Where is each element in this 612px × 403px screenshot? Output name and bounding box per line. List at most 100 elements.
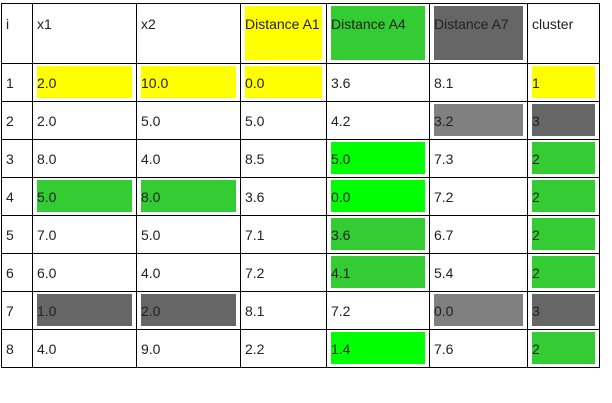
cell-fill: 2 [532, 218, 595, 250]
column-label: Distance A7 [434, 16, 509, 32]
table-cell: 3.2 [429, 101, 528, 140]
table-cell: 2.0 [136, 291, 241, 330]
column-label: x2 [141, 16, 156, 32]
cell-value: 2.2 [245, 341, 265, 357]
cell-value: 2.0 [141, 303, 161, 319]
cell-fill: 2 [532, 180, 595, 212]
cell-fill: 8.1 [434, 66, 523, 98]
cell-value: 0.0 [331, 189, 351, 205]
table-cell: 4 [1, 177, 33, 216]
table-cell: 3.6 [326, 215, 430, 254]
table-cell: 2.2 [240, 329, 327, 368]
table-cell: 7.6 [429, 329, 528, 368]
header-row: i x1 x2 Distance A1 Distance A4 Distance… [1, 3, 600, 64]
table-row: 6 6.0 4.0 7.2 4.1 5.4 2 [1, 253, 600, 292]
table-cell: 7.2 [240, 253, 327, 292]
table-cell: 3 [1, 139, 33, 178]
cell-fill: 5.0 [37, 180, 132, 212]
cell-value: 2.0 [37, 113, 57, 129]
cell-fill: 5.4 [434, 256, 523, 288]
cell-value: 4.0 [37, 341, 57, 357]
table-cell: 7.3 [429, 139, 528, 178]
cell-fill: 5.0 [141, 218, 236, 250]
cell-fill: 0.0 [331, 180, 425, 212]
table-cell: 1 [1, 63, 33, 102]
cell-value: 2 [532, 227, 540, 243]
cell-value: 1 [6, 75, 14, 91]
cell-value: 5.4 [434, 265, 454, 281]
table-cell: 5 [1, 215, 33, 254]
cell-value: 0.0 [434, 303, 454, 319]
cell-fill: 5 [6, 218, 30, 250]
column-label: cluster [532, 16, 574, 32]
cell-value: 7.2 [434, 189, 454, 205]
cell-fill: 4.0 [141, 142, 236, 174]
cell-fill: 6.7 [434, 218, 523, 250]
table-cell: 2.0 [32, 63, 137, 102]
cell-value: 0.0 [245, 75, 265, 91]
table-cell: 7.0 [32, 215, 137, 254]
cell-value: 7.6 [434, 341, 454, 357]
kmeans-distance-table: i x1 x2 Distance A1 Distance A4 Distance… [1, 3, 600, 368]
cell-value: 2 [532, 151, 540, 167]
cell-fill: 7.2 [245, 256, 322, 288]
cell-value: 7.0 [37, 227, 57, 243]
cell-fill: 7 [6, 294, 30, 326]
header-cell-fill: Distance A7 [434, 6, 523, 60]
cell-fill: 7.2 [331, 294, 425, 326]
header-cell: x2 [136, 3, 241, 64]
cell-value: 2 [532, 189, 540, 205]
cell-fill: 8.5 [245, 142, 322, 174]
cell-value: 8.1 [245, 303, 265, 319]
cell-fill: 7.3 [434, 142, 523, 174]
cell-fill: 5.0 [141, 104, 236, 136]
cell-value: 3 [532, 303, 540, 319]
column-label: x1 [37, 16, 52, 32]
cell-value: 1.4 [331, 341, 351, 357]
table-cell: 8.1 [429, 63, 528, 102]
header-cell-fill: Distance A4 [331, 6, 425, 60]
column-label: i [6, 16, 10, 32]
table-cell: 0.0 [326, 177, 430, 216]
cell-value: 5.0 [245, 113, 265, 129]
cell-fill: 3.2 [434, 104, 523, 136]
column-label: Distance A4 [331, 16, 406, 32]
table-cell: 2.0 [32, 101, 137, 140]
cell-value: 7 [6, 303, 14, 319]
cell-value: 7.1 [245, 227, 265, 243]
cell-value: 5.0 [37, 189, 57, 205]
cell-fill: 0.0 [434, 294, 523, 326]
cell-fill: 7.1 [245, 218, 322, 250]
table-cell: 6 [1, 253, 33, 292]
table-cell: 6.7 [429, 215, 528, 254]
cell-value: 7.3 [434, 151, 454, 167]
table-cell: 2 [527, 215, 600, 254]
cell-value: 4 [6, 189, 14, 205]
cell-fill: 4.2 [331, 104, 425, 136]
table-cell: 8 [1, 329, 33, 368]
cell-value: 4.0 [141, 151, 161, 167]
cell-value: 7.2 [331, 303, 351, 319]
cell-value: 3.2 [434, 113, 454, 129]
table-cell: 5.4 [429, 253, 528, 292]
table-cell: 3.6 [240, 177, 327, 216]
table-cell: 4.0 [136, 139, 241, 178]
table-cell: 4.0 [32, 329, 137, 368]
cell-fill: 3 [532, 294, 595, 326]
cell-fill: 6 [6, 256, 30, 288]
cell-value: 4.1 [331, 265, 351, 281]
cell-value: 5 [6, 227, 14, 243]
cell-fill: 1 [532, 66, 595, 98]
cell-value: 5.0 [331, 151, 351, 167]
cell-fill: 10.0 [141, 66, 236, 98]
cell-value: 2 [6, 113, 14, 129]
table-cell: 2 [527, 177, 600, 216]
table-cell: 3 [527, 291, 600, 330]
table-cell: 0.0 [240, 63, 327, 102]
cell-value: 5.0 [141, 227, 161, 243]
cell-value: 8.0 [141, 189, 161, 205]
table-row: 3 8.0 4.0 8.5 5.0 7.3 2 [1, 139, 600, 178]
table-cell: 7 [1, 291, 33, 330]
cell-value: 1 [532, 75, 540, 91]
cell-value: 6.0 [37, 265, 57, 281]
